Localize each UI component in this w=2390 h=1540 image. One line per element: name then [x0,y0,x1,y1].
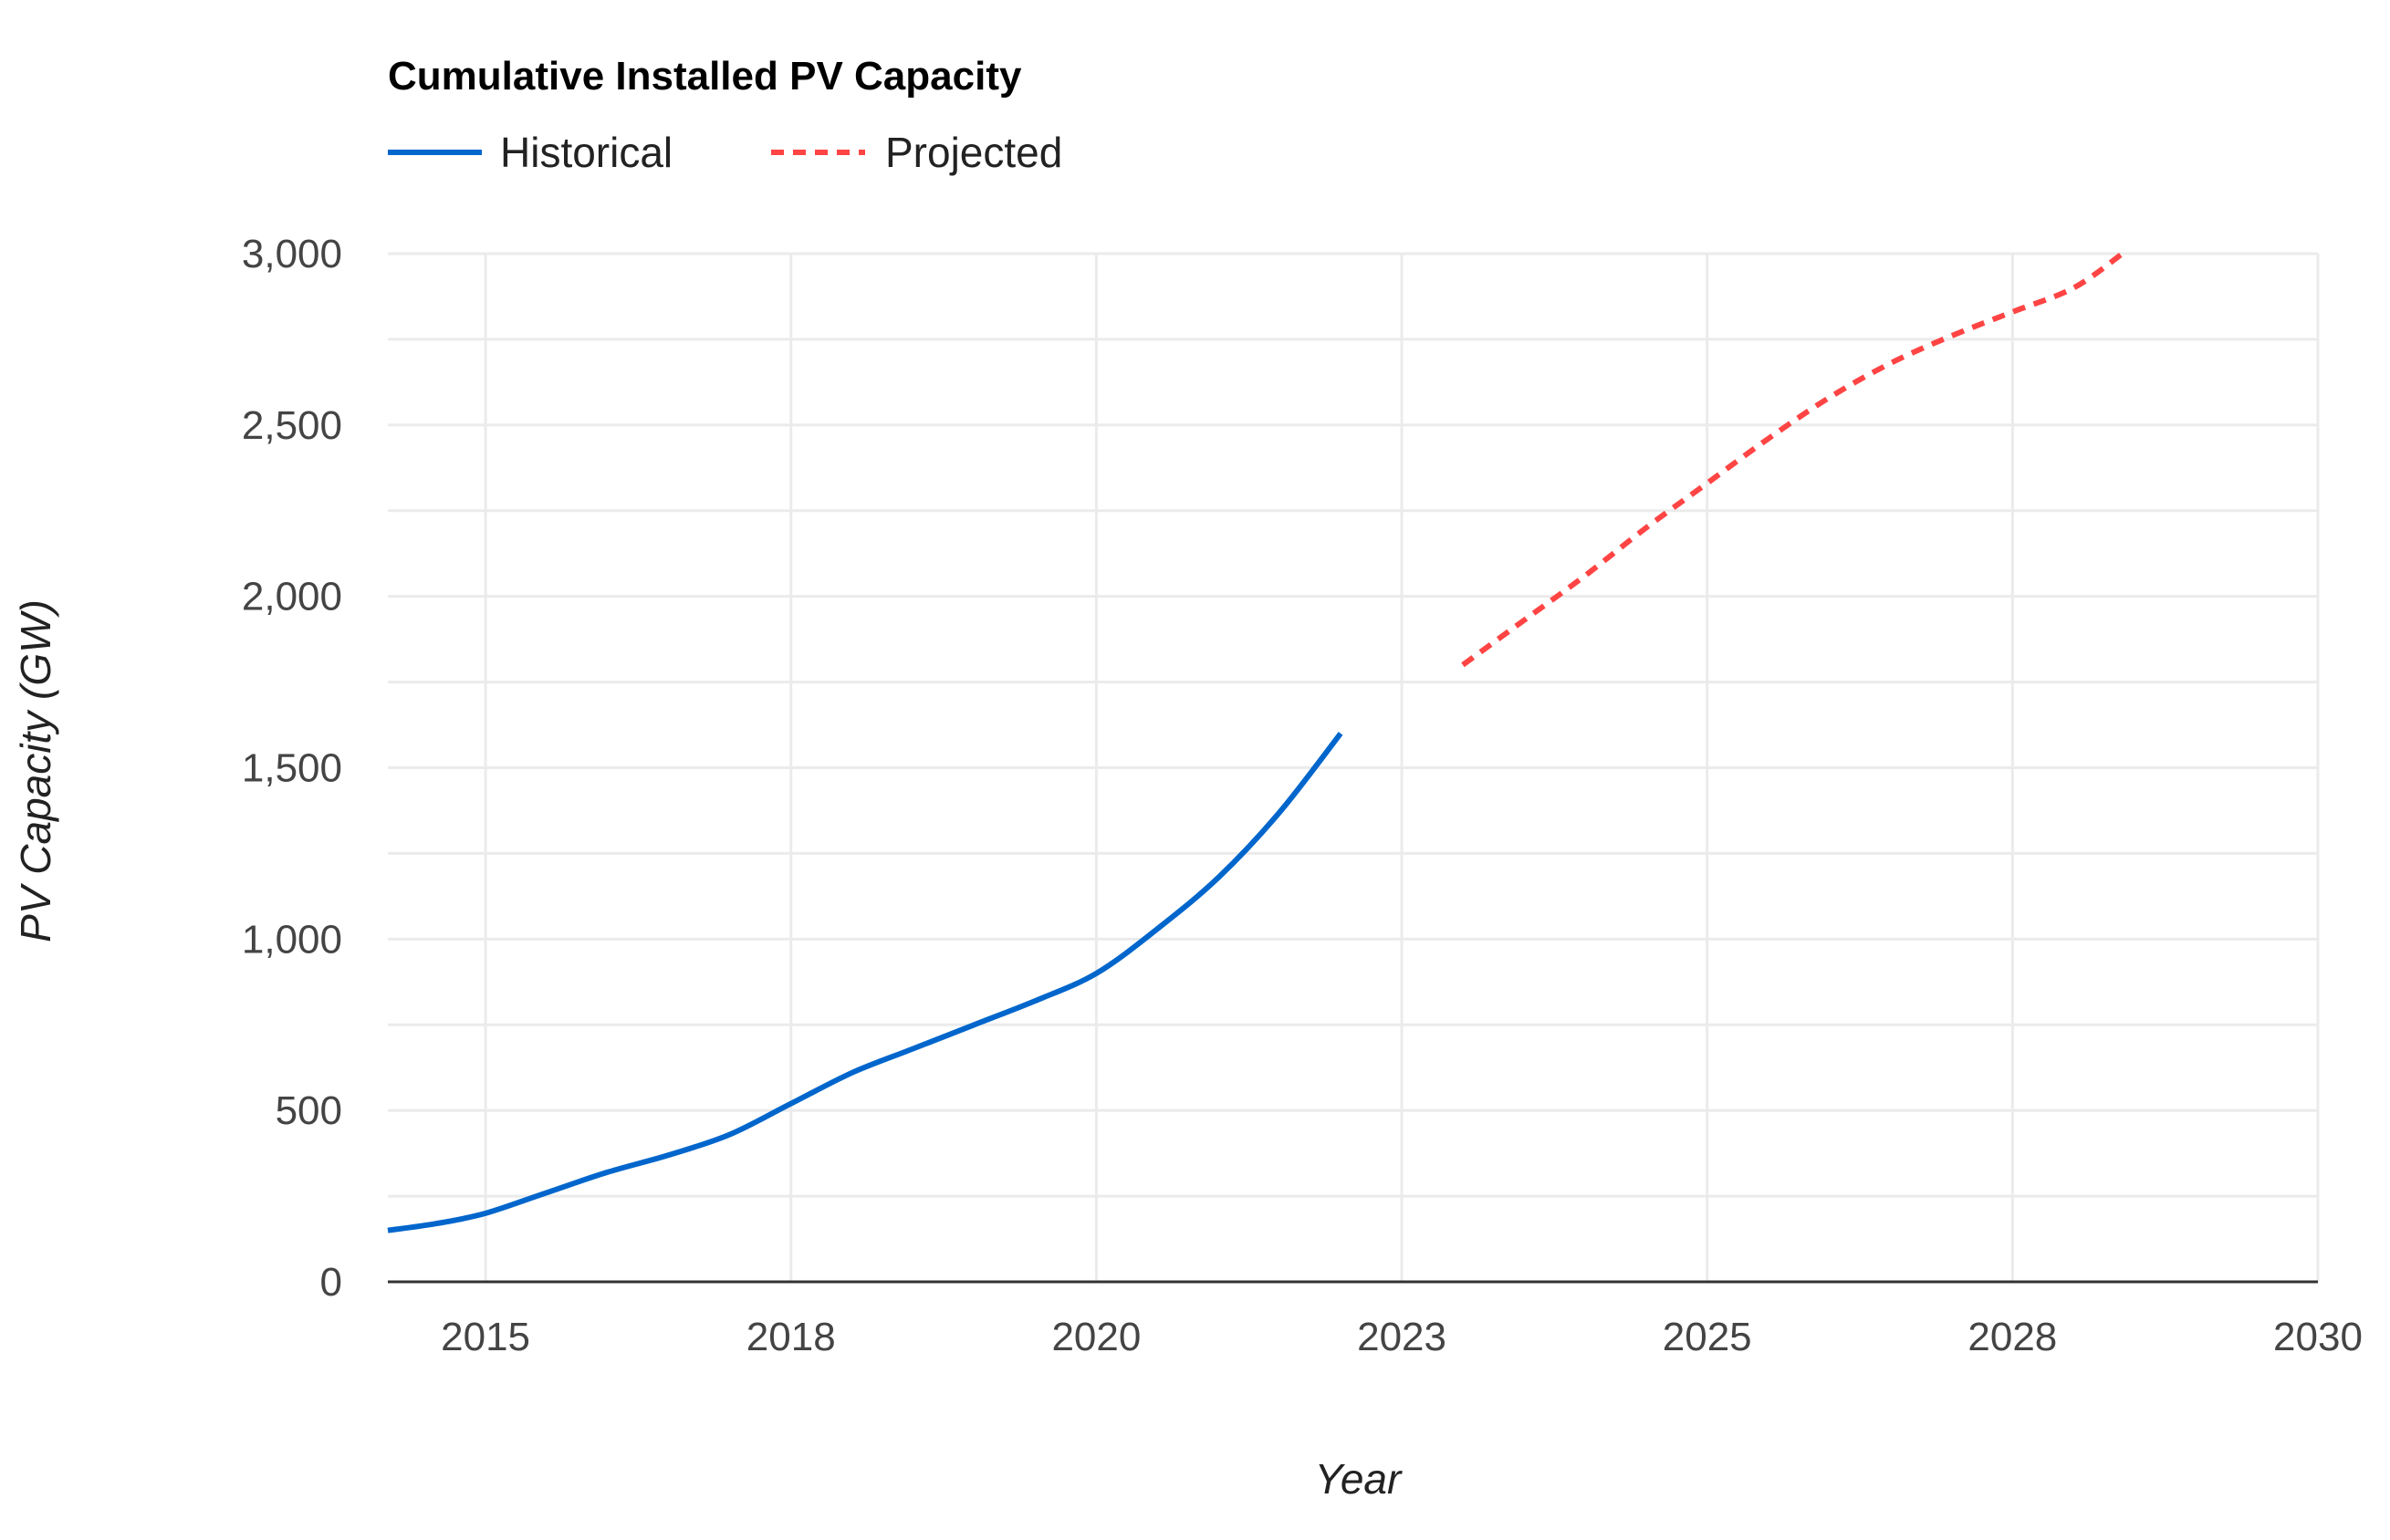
y-tick-label: 500 [276,1088,342,1133]
x-axis-title: Year [1315,1455,1403,1503]
x-tick-label: 2020 [1051,1315,1141,1359]
legend-label-projected: Projected [885,129,1062,176]
y-tick-label: 2,500 [242,403,342,448]
x-tick-label: 2030 [2273,1315,2363,1359]
legend: Historical Projected [388,129,1062,176]
legend-label-historical: Historical [500,129,673,176]
gridlines [388,252,2320,1282]
series-line-projected [1461,251,2124,668]
x-tick-label: 2025 [1663,1315,1752,1359]
y-axis-title: PV Capacity (GW) [12,599,59,942]
y-axis: 0 500 1,000 1,500 2,000 2,500 3,000 [242,232,342,1305]
series-lines [387,251,2124,1233]
x-tick-label: 2015 [441,1315,530,1359]
y-tick-label: 3,000 [242,232,342,276]
y-tick-label: 2,000 [242,575,342,619]
y-tick-label: 1,000 [242,917,342,962]
x-tick-label: 2018 [746,1315,836,1359]
series-line-historical [387,732,1343,1233]
chart-title: Cumulative Installed PV Capacity [388,54,1022,99]
y-tick-label: 1,500 [242,746,342,791]
x-tick-label: 2023 [1357,1315,1446,1359]
x-axis: 2015 2018 2020 2023 2025 2028 2030 [441,1315,2363,1359]
x-tick-label: 2028 [1967,1315,2057,1359]
y-tick-label: 0 [320,1260,342,1305]
